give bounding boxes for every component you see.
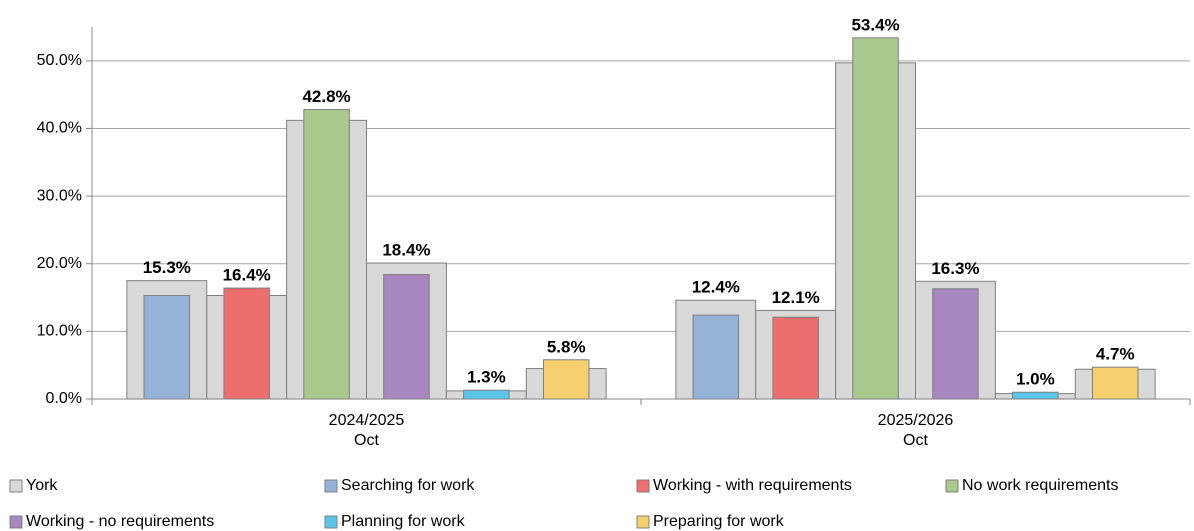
legend-swatch (636, 515, 650, 529)
legend-swatch (9, 479, 23, 493)
data-label: 1.3% (467, 368, 506, 387)
x-tick-label: 2025/2026 (878, 412, 954, 429)
y-tick-label: 30.0% (37, 187, 82, 204)
bar (1012, 391, 1059, 400)
bar (932, 288, 979, 400)
bar (303, 109, 350, 400)
y-tick-label: 10.0% (37, 323, 82, 340)
bar (143, 295, 191, 400)
legend-swatch (945, 479, 959, 493)
legend-label: Searching for work (341, 477, 475, 494)
bar (383, 274, 430, 400)
bar (1091, 366, 1139, 400)
data-label: 1.0% (1016, 370, 1055, 389)
data-label: 53.4% (851, 15, 899, 34)
legend-swatch (324, 479, 338, 493)
legend-label: Working - with requirements (653, 477, 852, 494)
legend-swatch (324, 515, 338, 529)
y-tick-label: 20.0% (37, 255, 82, 272)
bar (463, 389, 510, 400)
data-label: 16.3% (931, 259, 979, 278)
data-label: 5.8% (547, 337, 586, 356)
data-label: 12.1% (772, 288, 820, 307)
x-tick-label: Oct (903, 432, 928, 449)
bar (852, 37, 899, 400)
bar (772, 316, 819, 400)
x-tick-label: 2024/2025 (329, 412, 405, 429)
bar (692, 314, 740, 400)
legend-label: No work requirements (962, 477, 1119, 494)
legend-label: Working - no requirements (26, 513, 214, 530)
legend-label: York (26, 477, 58, 494)
bar (542, 359, 590, 400)
data-label: 4.7% (1096, 345, 1135, 364)
y-tick-label: 50.0% (37, 52, 82, 69)
data-label: 16.4% (223, 266, 271, 285)
legend-label: Planning for work (341, 513, 466, 530)
x-tick-label: Oct (354, 432, 379, 449)
data-label: 15.3% (143, 258, 191, 277)
bar (223, 287, 270, 400)
data-label: 42.8% (302, 87, 350, 106)
y-tick-label: 0.0% (46, 390, 82, 407)
data-label: 12.4% (692, 278, 740, 297)
legend-swatch (636, 479, 650, 493)
y-tick-label: 40.0% (37, 120, 82, 137)
legend-swatch (9, 515, 23, 529)
data-label: 18.4% (382, 241, 430, 260)
legend-label: Preparing for work (653, 513, 785, 530)
